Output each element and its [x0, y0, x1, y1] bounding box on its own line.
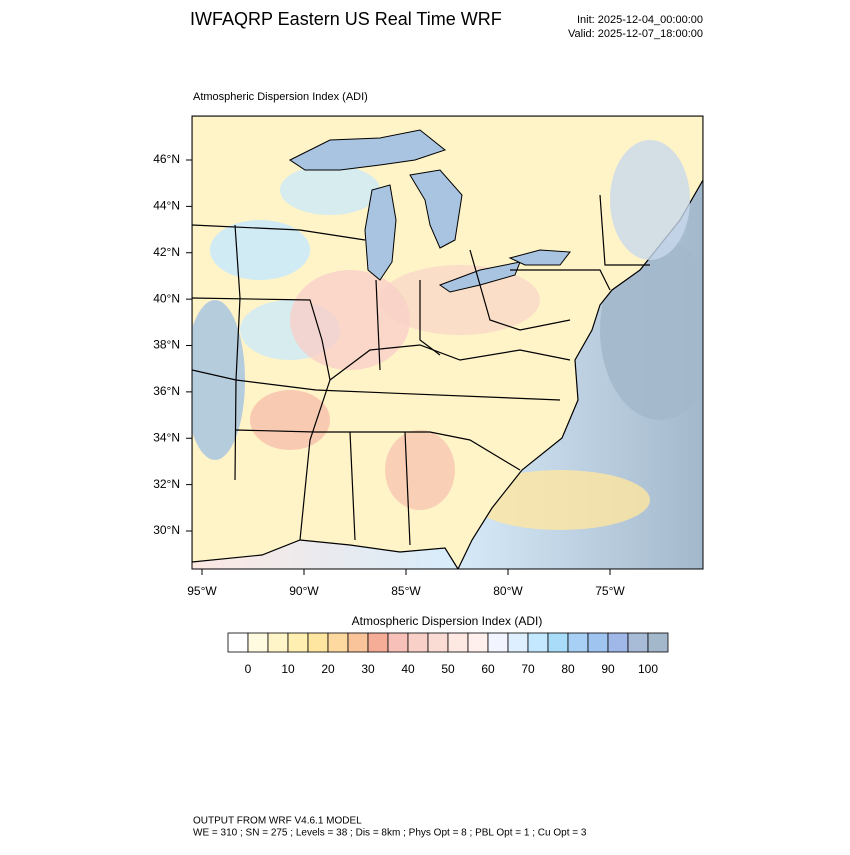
init-time: Init: 2025-12-04_00:00:00 — [577, 14, 703, 26]
field-blob — [192, 300, 245, 460]
field-blob — [210, 220, 310, 280]
lon-tick-label: 90°W — [289, 584, 319, 598]
footer-line: OUTPUT FROM WRF V4.6.1 MODEL — [193, 816, 362, 827]
lon-tick-label: 95°W — [187, 584, 217, 598]
lake-superior — [289, 129, 447, 171]
lat-tick-label: 36°N — [153, 384, 180, 398]
colorbar-box — [307, 632, 329, 653]
field-blob — [600, 240, 703, 420]
colorbar-tick-label: 100 — [638, 662, 658, 676]
colorbar-box — [507, 632, 529, 653]
lat-tick-label: 30°N — [153, 523, 180, 537]
colorbar-box — [327, 632, 349, 653]
lake-huron — [409, 169, 463, 249]
colorbar-box — [587, 632, 609, 653]
colorbar-tick-label: 70 — [521, 662, 535, 676]
colorbar-box — [567, 632, 589, 653]
colorbar-box — [267, 632, 289, 653]
colorbar-tick-label: 50 — [441, 662, 455, 676]
field-blob — [290, 270, 410, 370]
field-blob — [250, 390, 330, 450]
colorbar-box — [247, 632, 269, 653]
colorbar-box — [467, 632, 489, 653]
valid-time: Valid: 2025-12-07_18:00:00 — [568, 28, 703, 40]
colorbar-tick-label: 20 — [321, 662, 335, 676]
colorbar: 0 10 20 30 40 50 60 70 80 90 100 — [227, 632, 669, 676]
title: IWFAQRP Eastern US Real Time WRF — [190, 9, 502, 29]
colorbar-box — [387, 632, 409, 653]
lon-tick-label: 80°W — [493, 584, 523, 598]
lat-tick-label: 46°N — [153, 152, 180, 166]
field-blob — [610, 140, 690, 260]
lon-axis: 95°W 90°W 85°W 80°W 75°W — [187, 569, 625, 598]
map-field — [192, 116, 703, 569]
colorbar-tick-label: 30 — [361, 662, 375, 676]
colorbar-box — [447, 632, 469, 653]
colorbar-tick-label: 0 — [245, 662, 252, 676]
map-label: Atmospheric Dispersion Index (ADI) — [193, 91, 368, 103]
lake-michigan — [364, 184, 397, 281]
map-frame — [191, 115, 704, 570]
colorbar-tick-label: 10 — [281, 662, 295, 676]
colorbar-box — [427, 632, 449, 653]
lon-tick-label: 85°W — [391, 584, 421, 598]
state-borders — [192, 194, 650, 546]
colorbar-tick-label: 90 — [601, 662, 615, 676]
field-blob — [280, 165, 380, 215]
colorbar-box — [547, 632, 569, 653]
colorbar-box — [607, 632, 629, 653]
lat-tick-label: 34°N — [153, 430, 180, 444]
colorbar-tick-label: 60 — [481, 662, 495, 676]
lat-tick-label: 32°N — [153, 477, 180, 491]
lat-tick-label: 40°N — [153, 291, 180, 305]
colorbar-box — [227, 632, 249, 653]
lat-axis: 46°N 44°N 42°N 40°N 38°N 36°N 34°N 32°N 30°N — [153, 152, 192, 537]
colorbar-box — [407, 632, 429, 653]
colorbar-box — [287, 632, 309, 653]
lat-tick-label: 42°N — [153, 245, 180, 259]
field-blob — [380, 265, 540, 335]
field-blob — [385, 430, 455, 510]
colorbar-tick-label: 80 — [561, 662, 575, 676]
lake-erie — [438, 261, 521, 293]
colorbar-box — [647, 632, 669, 653]
field-blob — [470, 470, 650, 530]
colorbar-box — [347, 632, 369, 653]
colorbar-title: Atmospheric Dispersion Index (ADI) — [352, 614, 543, 628]
colorbar-box — [627, 632, 649, 653]
colorbar-box — [487, 632, 509, 653]
colorbar-tick-label: 40 — [401, 662, 415, 676]
footer-line: WE = 310 ; SN = 275 ; Levels = 38 ; Dis … — [193, 828, 587, 839]
lat-tick-label: 38°N — [153, 338, 180, 352]
lat-tick-label: 44°N — [153, 199, 180, 213]
colorbar-box — [527, 632, 549, 653]
colorbar-box — [367, 632, 389, 653]
lon-tick-label: 75°W — [595, 584, 625, 598]
lake-ontario — [508, 249, 571, 266]
